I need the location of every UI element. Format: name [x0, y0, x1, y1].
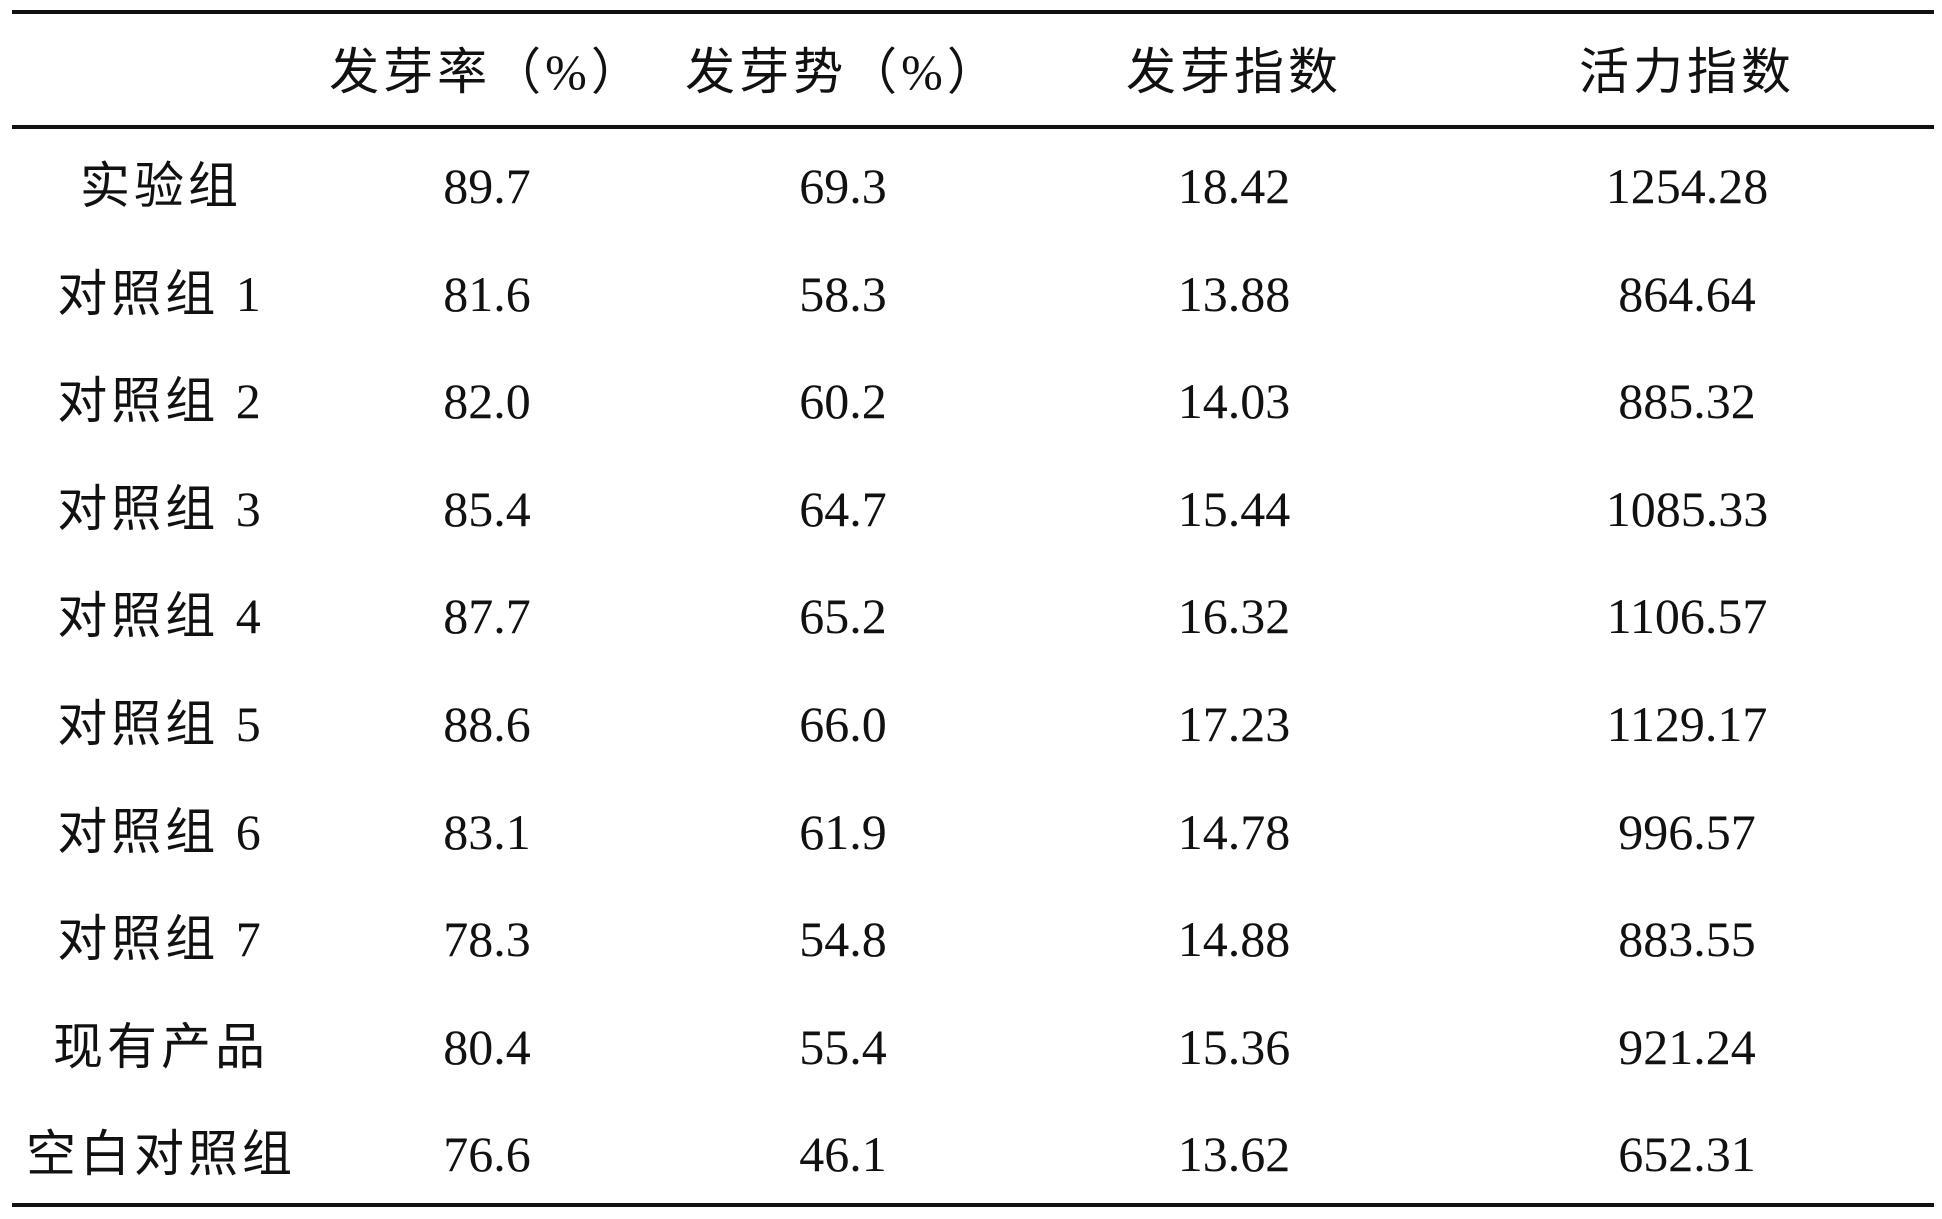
cell-value: 64.7: [799, 484, 887, 534]
cell-value: 81.6: [443, 269, 531, 319]
cell-value: 921.24: [1618, 1022, 1756, 1072]
cell-value: 76.6: [443, 1129, 531, 1179]
column-header: 活力指数: [1579, 47, 1795, 97]
cell-value: 82.0: [443, 376, 531, 426]
column-header: 发芽指数: [1126, 47, 1342, 97]
cell-value: 89.7: [443, 161, 531, 211]
row-label: 对照组 7: [57, 914, 265, 964]
table-page: 发芽率（%） 发芽势（%） 发芽指数 活力指数实验组 89.7 69.3 18.42 1254…: [0, 0, 1942, 1219]
cell-value: 14.78: [1178, 807, 1291, 857]
cell-value: 58.3: [799, 269, 887, 319]
header-rule: [12, 125, 1934, 129]
cell-value: 55.4: [799, 1022, 887, 1072]
cell-value: 13.88: [1178, 269, 1291, 319]
cell-value: 1254.28: [1606, 161, 1769, 211]
cell-value: 83.1: [443, 807, 531, 857]
cell-value: 996.57: [1618, 807, 1756, 857]
bottom-rule: [12, 1203, 1934, 1207]
cell-value: 66.0: [799, 699, 887, 749]
cell-value: 85.4: [443, 484, 531, 534]
cell-value: 14.03: [1178, 376, 1291, 426]
cell-value: 17.23: [1178, 699, 1291, 749]
cell-value: 60.2: [799, 376, 887, 426]
cell-value: 13.62: [1178, 1129, 1291, 1179]
row-label: 对照组 6: [57, 807, 265, 857]
cell-value: 883.55: [1618, 914, 1756, 964]
cell-value: 54.8: [799, 914, 887, 964]
row-label: 对照组 5: [57, 699, 265, 749]
cell-value: 1085.33: [1606, 484, 1769, 534]
cell-value: 16.32: [1178, 591, 1291, 641]
cell-value: 864.64: [1618, 269, 1756, 319]
row-label: 对照组 1: [57, 269, 265, 319]
cell-value: 885.32: [1618, 376, 1756, 426]
column-header: 发芽势（%）: [685, 47, 1001, 97]
top-rule: [12, 10, 1934, 14]
cell-value: 15.44: [1178, 484, 1291, 534]
cell-value: 80.4: [443, 1022, 531, 1072]
cell-value: 78.3: [443, 914, 531, 964]
cell-value: 18.42: [1178, 161, 1291, 211]
cell-value: 69.3: [799, 161, 887, 211]
row-label: 空白对照组: [26, 1129, 296, 1179]
cell-value: 87.7: [443, 591, 531, 641]
cell-value: 1129.17: [1607, 699, 1768, 749]
cell-value: 15.36: [1178, 1022, 1291, 1072]
cell-value: 61.9: [799, 807, 887, 857]
row-label: 对照组 2: [57, 376, 265, 426]
cell-value: 65.2: [799, 591, 887, 641]
cell-value: 46.1: [799, 1129, 887, 1179]
cell-value: 88.6: [443, 699, 531, 749]
row-label: 现有产品: [53, 1022, 269, 1072]
row-label: 对照组 4: [57, 591, 265, 641]
cell-value: 652.31: [1618, 1129, 1756, 1179]
row-label: 对照组 3: [57, 484, 265, 534]
cell-value: 14.88: [1178, 914, 1291, 964]
row-label: 实验组: [80, 161, 242, 211]
column-header: 发芽率（%）: [329, 47, 645, 97]
cell-value: 1106.57: [1607, 591, 1768, 641]
